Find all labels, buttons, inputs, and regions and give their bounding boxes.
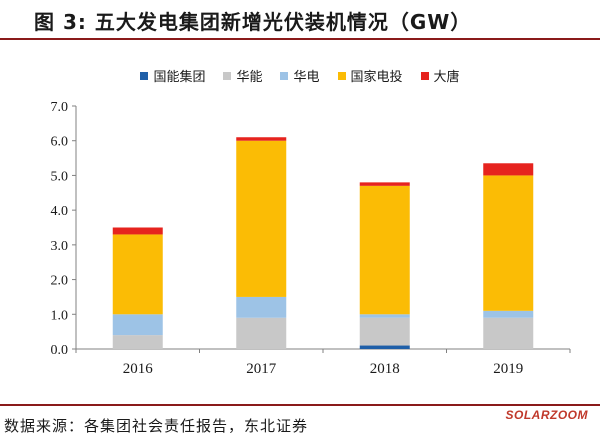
legend-item: 华电	[280, 66, 320, 85]
legend-item: 大唐	[420, 66, 460, 85]
legend-label: 国家电投	[350, 70, 403, 85]
legend-item: 国能集团	[140, 66, 205, 85]
bar-segment	[112, 227, 163, 235]
bar-segment	[483, 163, 534, 176]
bar-segment	[483, 175, 534, 311]
legend-swatch	[223, 71, 232, 80]
bar-segment	[359, 182, 410, 186]
bar-segment	[236, 137, 287, 141]
y-tick-label: 7.0	[51, 100, 69, 115]
legend-item: 华能	[223, 66, 262, 85]
bar-segment	[359, 185, 410, 315]
x-tick-label: 2019	[493, 361, 523, 377]
bar-segment	[112, 335, 163, 349]
title-divider	[0, 38, 600, 40]
legend-label: 大唐	[433, 70, 460, 85]
bar-segment	[236, 140, 287, 297]
bar-segment	[236, 317, 287, 349]
figure-title: 图 3: 五大发电集团新增光伏装机情况（GW）	[34, 10, 472, 34]
bar-segment	[483, 317, 534, 349]
bar-segment	[359, 345, 410, 349]
stacked-bar-chart: 0.0 1.0 2.0 3.0 4.0 5.0 6.0 7.0 2016 2017 2018 2019	[51, 100, 571, 377]
y-tick-label: 4.0	[51, 204, 69, 219]
bar-segment	[359, 314, 410, 318]
y-tick-label: 1.0	[51, 308, 69, 323]
legend-swatch	[337, 71, 346, 80]
legend-label: 华能	[236, 70, 263, 85]
legend-swatch	[420, 71, 429, 80]
legend-item: 国家电投	[337, 66, 403, 85]
bar-segment	[112, 234, 163, 315]
y-tick-label: 3.0	[51, 239, 69, 254]
x-tick-label: 2018	[370, 361, 400, 377]
x-tick-label: 2017	[246, 361, 277, 377]
y-tick-label: 0.0	[51, 343, 69, 358]
bar-segment	[483, 310, 534, 318]
y-tick-label: 6.0	[51, 135, 69, 150]
footer-divider	[0, 404, 600, 406]
y-tick-label: 5.0	[51, 169, 69, 184]
bar-segment	[236, 296, 287, 318]
y-tick-label: 2.0	[51, 274, 69, 289]
bar-segment	[112, 314, 163, 336]
legend-swatch	[280, 71, 289, 80]
legend-label: 国能集团	[153, 70, 206, 85]
watermark-logo: SOLARZOOM	[505, 408, 588, 422]
chart-legend: 国能集团 华能 华电 国家电投 大唐	[0, 66, 600, 85]
source-note: 数据来源：各集团社会责任报告，东北证券	[4, 417, 309, 435]
legend-swatch	[140, 71, 149, 80]
bar-segment	[359, 317, 410, 346]
x-tick-label: 2016	[123, 361, 154, 377]
legend-label: 华电	[293, 70, 320, 85]
figure-header: 图 3: 五大发电集团新增光伏装机情况（GW）	[0, 0, 600, 40]
